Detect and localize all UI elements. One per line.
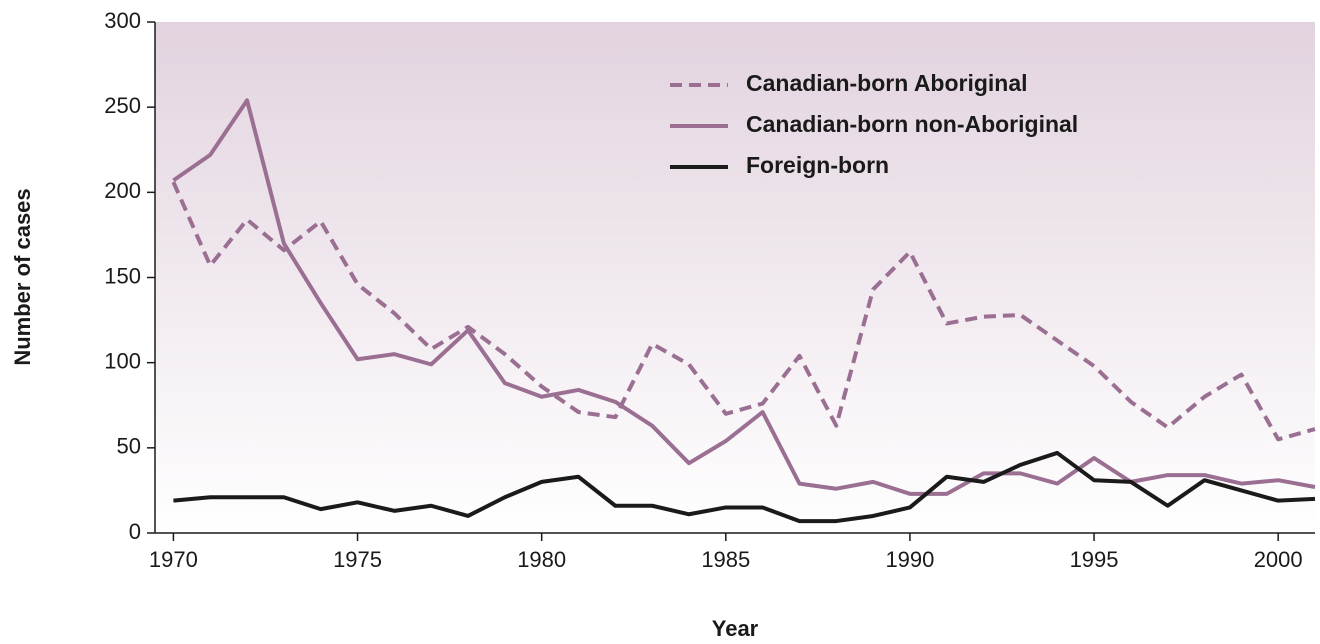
y-tick-label: 150: [104, 263, 141, 288]
x-axis-title: Year: [712, 616, 759, 641]
legend-label: Canadian-born Aboriginal: [746, 70, 1028, 96]
x-tick-label: 1990: [885, 547, 934, 572]
legend-label: Foreign-born: [746, 152, 889, 178]
legend-label: Canadian-born non-Aboriginal: [746, 111, 1078, 137]
x-tick-label: 1995: [1070, 547, 1119, 572]
x-tick-label: 1970: [149, 547, 198, 572]
x-tick-label: 1985: [701, 547, 750, 572]
x-tick-label: 1975: [333, 547, 382, 572]
y-tick-label: 250: [104, 93, 141, 118]
y-axis-title: Number of cases: [10, 188, 35, 365]
series-line: [173, 450, 1316, 524]
y-tick-label: 100: [104, 348, 141, 373]
series-line: [171, 181, 1316, 442]
y-tick-label: 50: [117, 434, 141, 459]
x-tick-label: 2000: [1254, 547, 1303, 572]
y-tick-label: 0: [129, 519, 141, 544]
series-line: [172, 98, 1316, 496]
y-tick-label: 200: [104, 178, 141, 203]
y-tick-label: 300: [104, 8, 141, 33]
x-tick-label: 1980: [517, 547, 566, 572]
plot-background: [155, 22, 1315, 533]
